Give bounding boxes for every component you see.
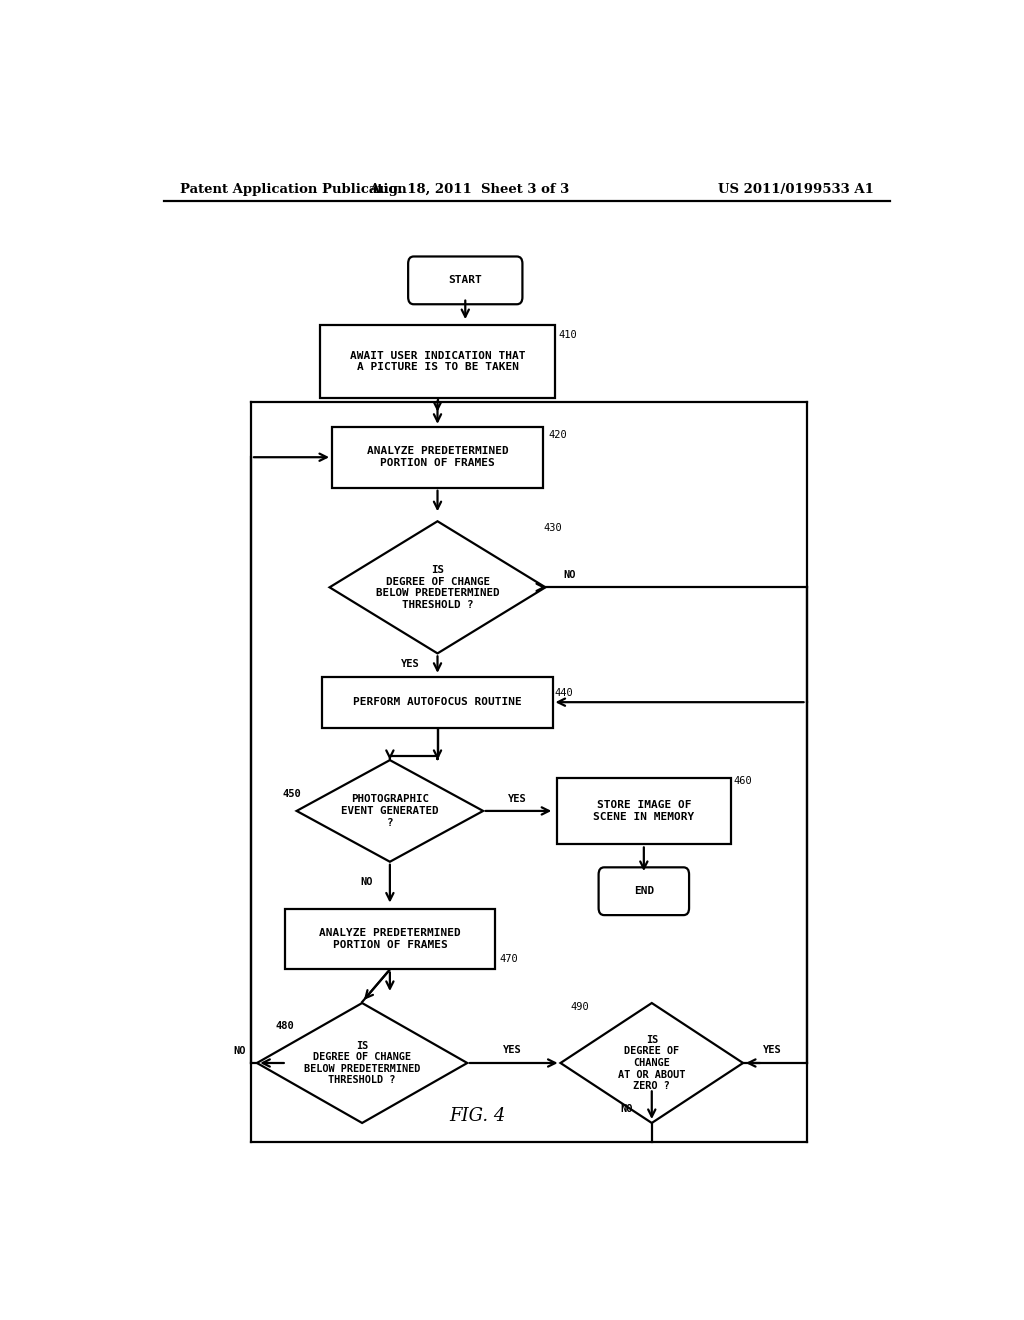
- Text: 490: 490: [570, 1002, 589, 1012]
- Text: IS
DEGREE OF
CHANGE
AT OR ABOUT
ZERO ?: IS DEGREE OF CHANGE AT OR ABOUT ZERO ?: [618, 1035, 685, 1092]
- Text: 450: 450: [283, 788, 301, 799]
- Text: PHOTOGRAPHIC
EVENT GENERATED
?: PHOTOGRAPHIC EVENT GENERATED ?: [341, 795, 438, 828]
- Text: 420: 420: [549, 430, 567, 440]
- Text: 460: 460: [733, 776, 753, 787]
- Bar: [285, 908, 495, 969]
- Text: YES: YES: [400, 659, 419, 668]
- Text: NO: NO: [621, 1104, 633, 1114]
- Bar: [321, 325, 555, 399]
- Text: 440: 440: [554, 688, 572, 698]
- Bar: [557, 777, 731, 843]
- Text: YES: YES: [763, 1045, 781, 1055]
- Text: ANALYZE PREDETERMINED
PORTION OF FRAMES: ANALYZE PREDETERMINED PORTION OF FRAMES: [319, 928, 461, 950]
- Polygon shape: [330, 521, 546, 653]
- Text: PERFORM AUTOFOCUS ROUTINE: PERFORM AUTOFOCUS ROUTINE: [353, 697, 522, 708]
- Text: YES: YES: [503, 1045, 521, 1055]
- Text: FIG. 4: FIG. 4: [449, 1107, 506, 1125]
- Text: AWAIT USER INDICATION THAT
A PICTURE IS TO BE TAKEN: AWAIT USER INDICATION THAT A PICTURE IS …: [350, 351, 525, 372]
- Text: YES: YES: [508, 793, 526, 804]
- Text: START: START: [449, 276, 482, 285]
- Text: 430: 430: [544, 523, 562, 533]
- Polygon shape: [560, 1003, 743, 1123]
- Polygon shape: [257, 1003, 467, 1123]
- Text: 480: 480: [275, 1022, 295, 1031]
- Text: 470: 470: [500, 954, 518, 965]
- Text: Aug. 18, 2011  Sheet 3 of 3: Aug. 18, 2011 Sheet 3 of 3: [369, 183, 569, 197]
- Text: NO: NO: [232, 1045, 246, 1056]
- FancyBboxPatch shape: [599, 867, 689, 915]
- Bar: [333, 426, 543, 487]
- Bar: [323, 677, 553, 727]
- Text: STORE IMAGE OF
SCENE IN MEMORY: STORE IMAGE OF SCENE IN MEMORY: [593, 800, 694, 822]
- Text: NO: NO: [563, 570, 575, 579]
- Polygon shape: [297, 760, 483, 862]
- Text: END: END: [634, 886, 654, 896]
- FancyBboxPatch shape: [409, 256, 522, 304]
- Text: NO: NO: [359, 876, 373, 887]
- Text: IS
DEGREE OF CHANGE
BELOW PREDETERMINED
THRESHOLD ?: IS DEGREE OF CHANGE BELOW PREDETERMINED …: [304, 1040, 420, 1085]
- Text: US 2011/0199533 A1: US 2011/0199533 A1: [718, 183, 873, 197]
- Text: IS
DEGREE OF CHANGE
BELOW PREDETERMINED
THRESHOLD ?: IS DEGREE OF CHANGE BELOW PREDETERMINED …: [376, 565, 500, 610]
- Text: 410: 410: [559, 330, 578, 341]
- Text: ANALYZE PREDETERMINED
PORTION OF FRAMES: ANALYZE PREDETERMINED PORTION OF FRAMES: [367, 446, 508, 469]
- Text: Patent Application Publication: Patent Application Publication: [179, 183, 407, 197]
